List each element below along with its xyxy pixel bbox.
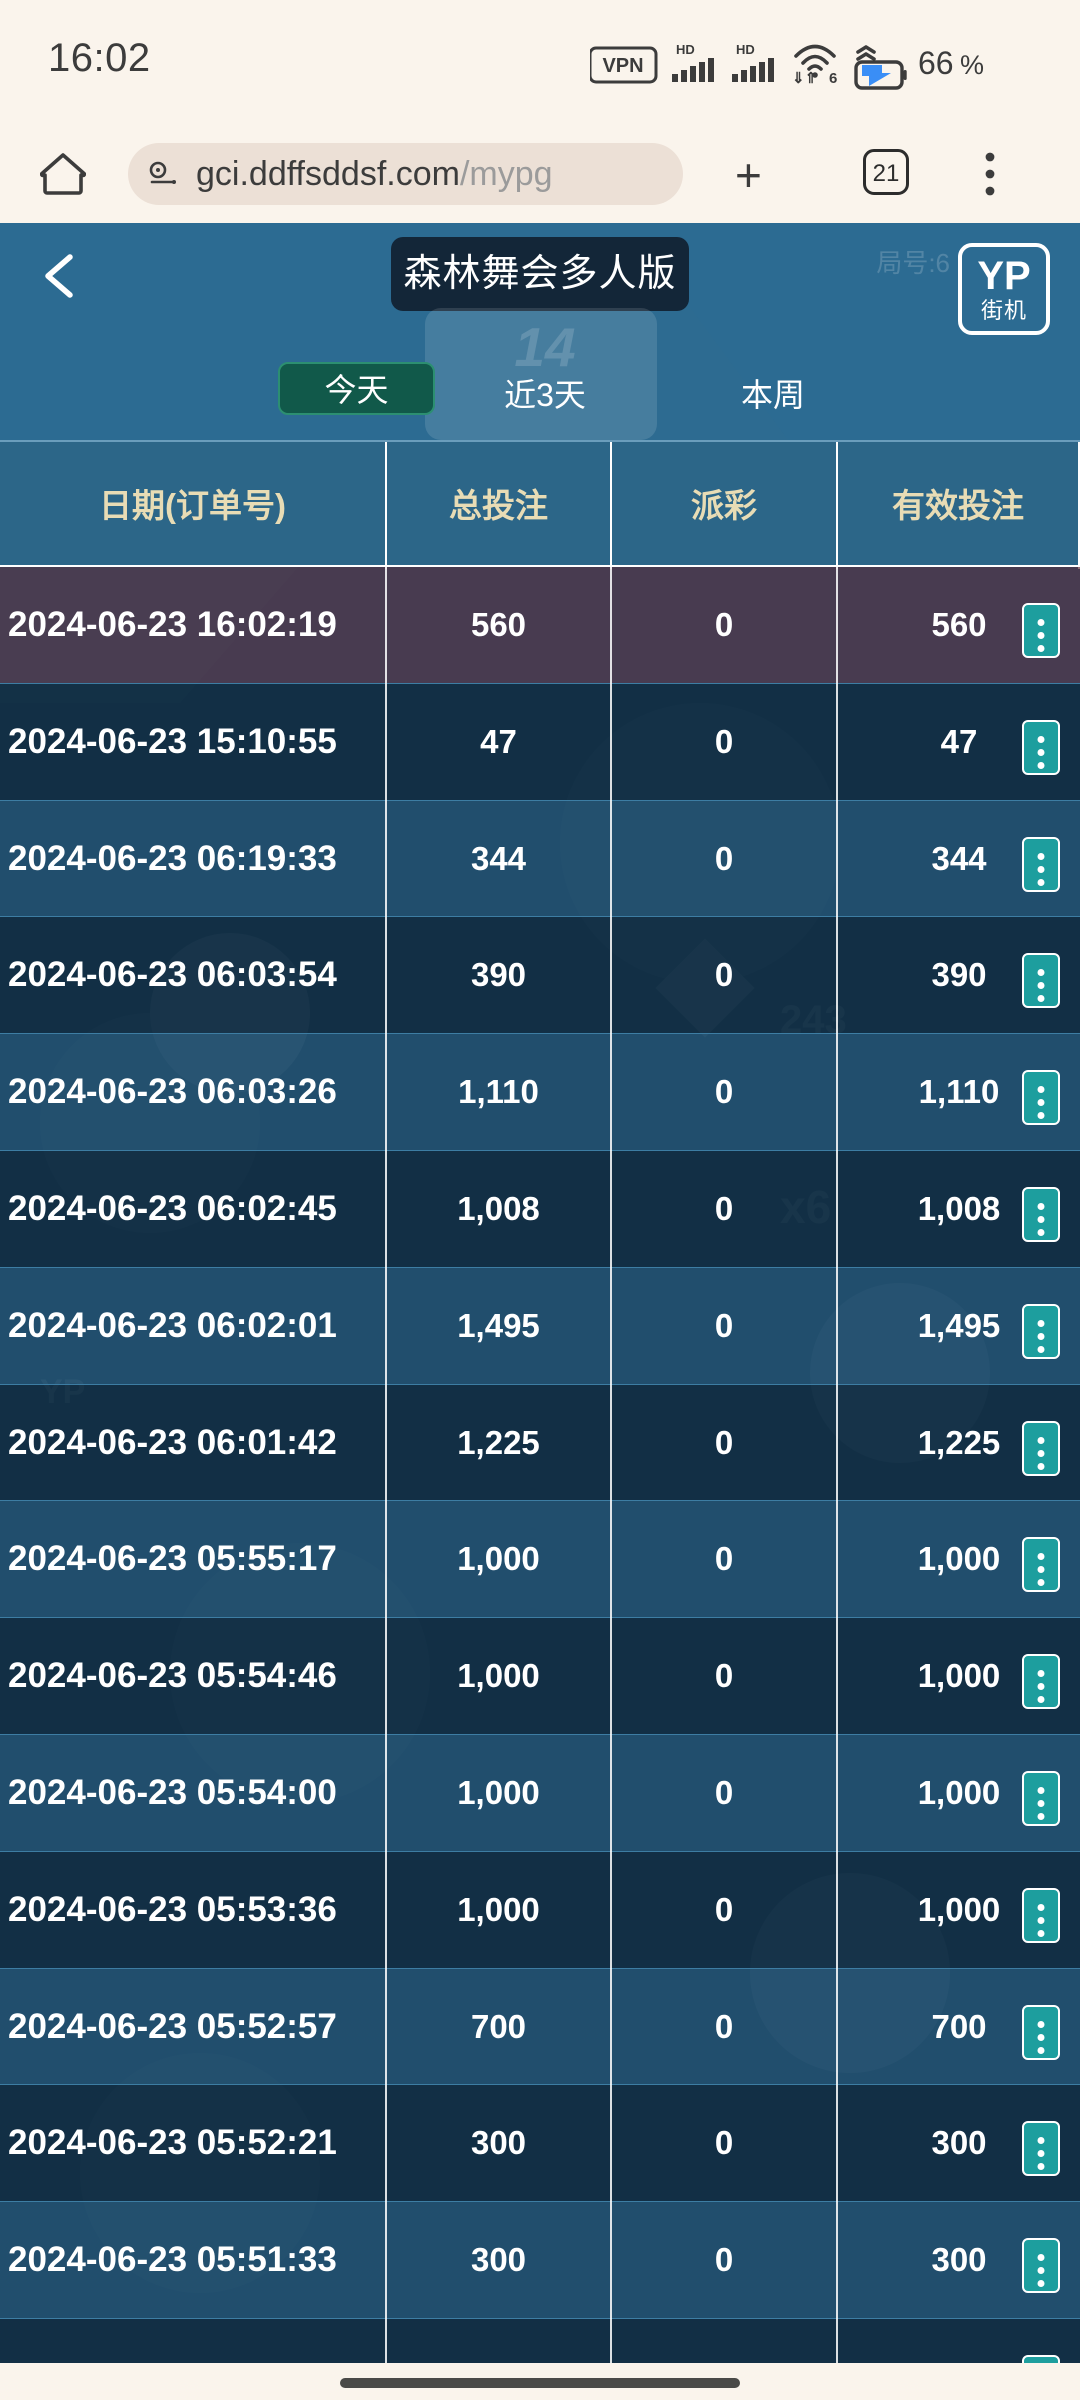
svg-text:6: 6: [829, 70, 837, 87]
svg-text:HD: HD: [676, 42, 695, 57]
svg-text:⇓⇑: ⇓⇑: [792, 70, 817, 87]
svg-text:VPN: VPN: [602, 55, 643, 77]
svg-text:HD: HD: [736, 42, 755, 57]
svg-text:66: 66: [918, 45, 954, 81]
svg-text:%: %: [960, 50, 984, 80]
